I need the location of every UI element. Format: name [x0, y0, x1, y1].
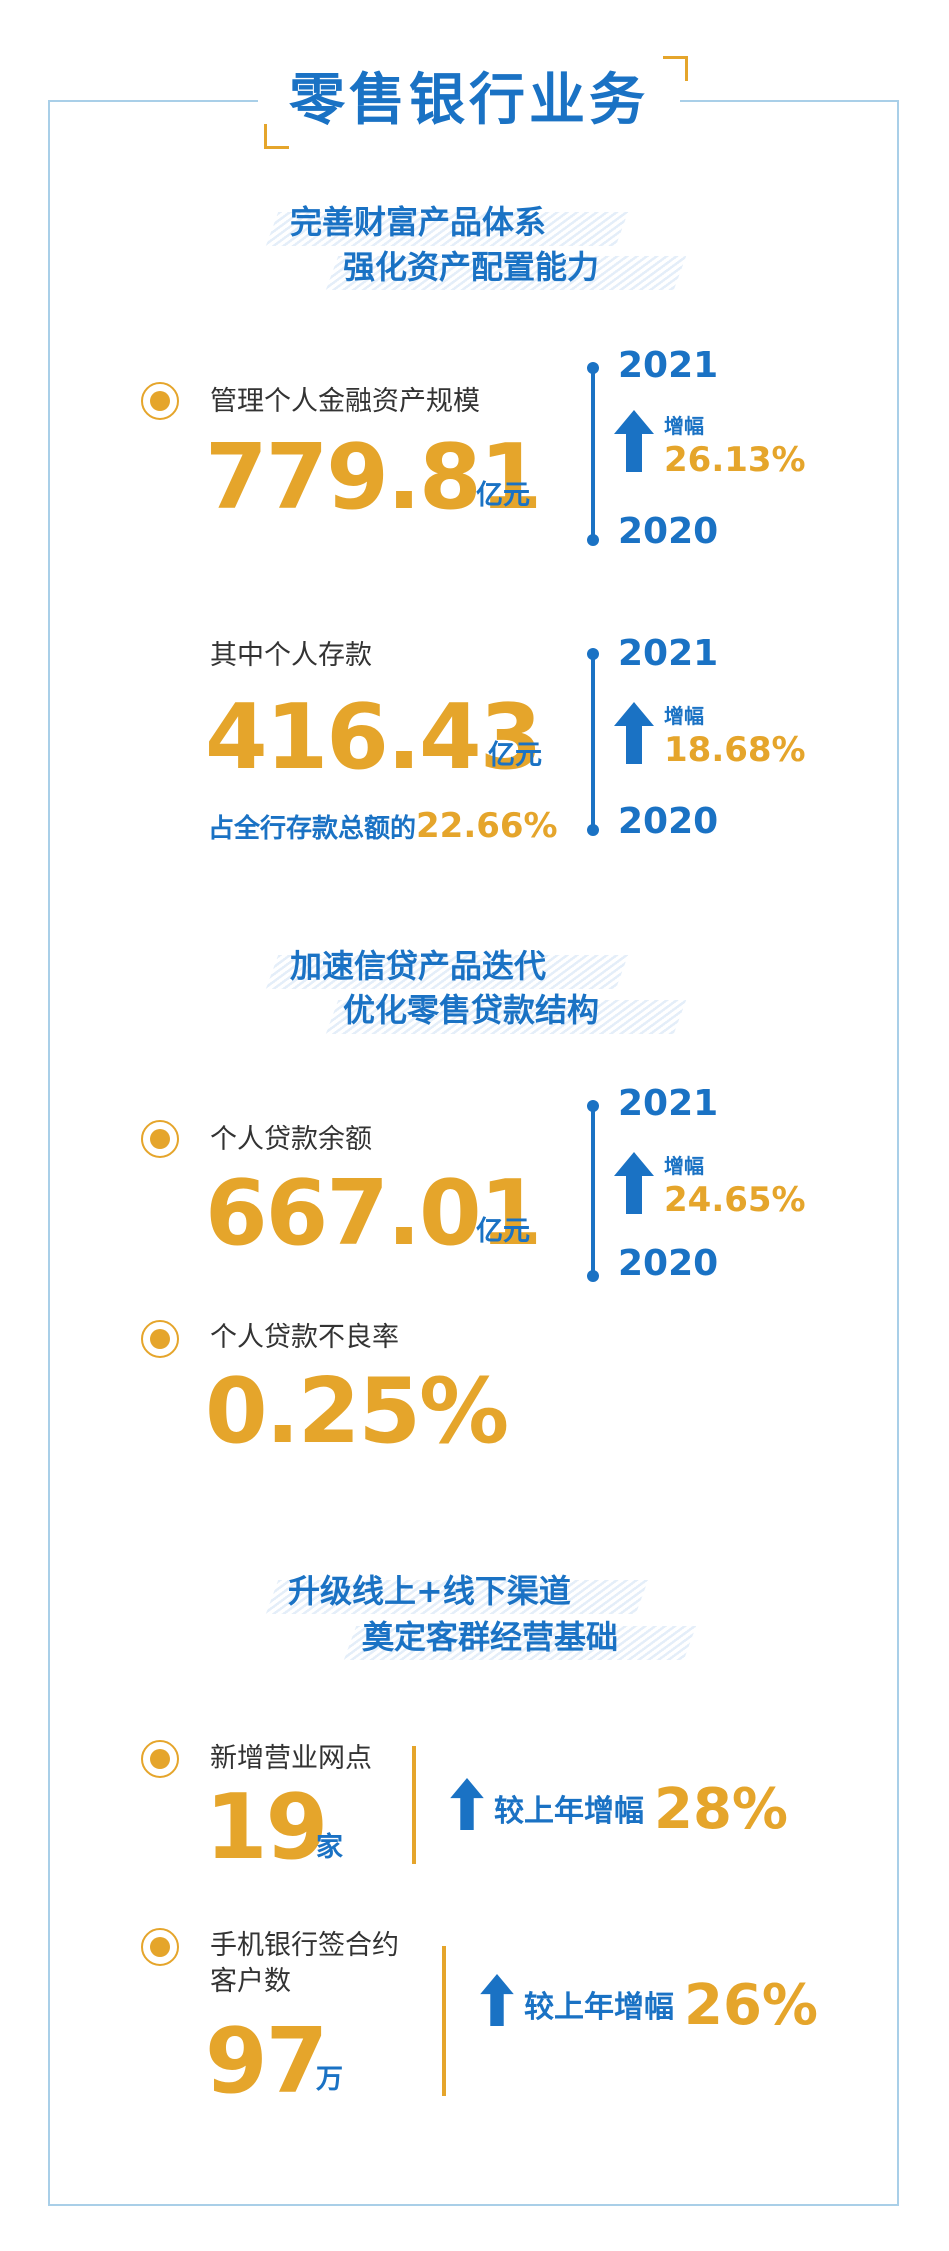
deposits-label: 其中个人存款 — [210, 640, 372, 671]
loans-label: 个人贷款余额 — [210, 1124, 372, 1155]
outlets-value: 19 — [205, 1775, 328, 1880]
assets-timeline-dot-top — [587, 362, 599, 374]
mobile-value: 97 — [205, 2009, 328, 2114]
up-arrow-icon — [480, 1974, 514, 2026]
assets-year-top: 2021 — [618, 345, 719, 386]
loans-unit: 亿元 — [476, 1216, 530, 1247]
loans-value: 667.01 — [205, 1161, 542, 1266]
deposits-share: 占全行存款总额的22.66% — [208, 806, 558, 846]
deposits-unit: 亿元 — [488, 740, 542, 771]
deposits-timeline-line — [591, 654, 595, 830]
deposits-year-bottom: 2020 — [618, 801, 719, 842]
section-2-heading-line1: 加速信贷产品迭代 — [290, 947, 547, 985]
npl-label: 个人贷款不良率 — [210, 1322, 399, 1353]
assets-year-bottom: 2020 — [618, 511, 719, 552]
assets-timeline-line — [591, 368, 595, 540]
loans-timeline-line — [591, 1106, 595, 1276]
outlets-label: 新增营业网点 — [210, 1743, 372, 1774]
bullet-icon — [141, 382, 179, 420]
mobile-label-line1: 手机银行签合约 — [210, 1930, 399, 1961]
mobile-compare-label: 较上年增幅 — [524, 1990, 674, 2025]
deposits-year-top: 2021 — [618, 633, 719, 674]
assets-value: 779.81 — [205, 425, 542, 530]
section-3-heading-line2: 奠定客群经营基础 — [362, 1618, 619, 1656]
mobile-divider — [442, 1946, 446, 2096]
outlets-compare-label: 较上年增幅 — [494, 1794, 644, 1829]
up-arrow-icon — [614, 702, 654, 764]
deposits-value: 416.43 — [205, 685, 542, 790]
assets-timeline-dot-bottom — [587, 534, 599, 546]
outlets-compare-value: 28% — [654, 1777, 789, 1842]
up-arrow-icon — [614, 1152, 654, 1214]
deposits-growth-label: 增幅 — [664, 704, 704, 728]
assets-label: 管理个人金融资产规模 — [210, 386, 480, 417]
section-2-heading-line2: 优化零售贷款结构 — [343, 991, 600, 1029]
page-title: 零售银行业务 — [289, 68, 649, 133]
section-3-heading-line1: 升级线上+线下渠道 — [288, 1572, 571, 1610]
outlets-unit: 家 — [316, 1832, 343, 1863]
loans-growth-value: 24.65% — [664, 1180, 806, 1220]
up-arrow-icon — [450, 1778, 484, 1830]
title-corner-top-right — [663, 56, 688, 81]
bullet-icon — [141, 1740, 179, 1778]
mobile-unit: 万 — [316, 2064, 343, 2095]
loans-year-top: 2021 — [618, 1083, 719, 1124]
deposits-share-text: 占全行存款总额的 — [208, 814, 417, 844]
mobile-compare-value: 26% — [684, 1973, 819, 2038]
loans-timeline-dot-top — [587, 1100, 599, 1112]
loans-timeline-dot-bottom — [587, 1270, 599, 1282]
up-arrow-icon — [614, 410, 654, 472]
deposits-timeline-dot-top — [587, 648, 599, 660]
loans-growth-label: 增幅 — [664, 1154, 704, 1178]
title-background — [258, 62, 680, 140]
assets-growth-label: 增幅 — [664, 414, 704, 438]
outlets-divider — [412, 1746, 416, 1864]
section-1-heading-line1: 完善财富产品体系 — [290, 203, 547, 241]
npl-value: 0.25% — [205, 1359, 509, 1464]
assets-growth-value: 26.13% — [664, 440, 806, 480]
title-corner-bottom-left — [264, 124, 289, 149]
loans-year-bottom: 2020 — [618, 1243, 719, 1284]
deposits-timeline-dot-bottom — [587, 824, 599, 836]
bullet-icon — [141, 1928, 179, 1966]
deposits-growth-value: 18.68% — [664, 730, 806, 770]
assets-unit: 亿元 — [476, 480, 530, 511]
bullet-icon — [141, 1320, 179, 1358]
mobile-label-line2: 客户数 — [210, 1966, 291, 1997]
section-1-heading-line2: 强化资产配置能力 — [343, 248, 600, 286]
deposits-share-value: 22.66% — [416, 806, 558, 846]
bullet-icon — [141, 1120, 179, 1158]
